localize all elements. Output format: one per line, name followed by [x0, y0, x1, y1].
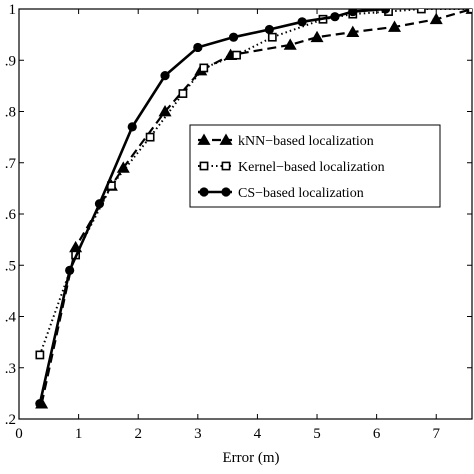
- axes: [18, 8, 473, 420]
- legend-marker: [199, 161, 209, 171]
- series-layer: [35, 9, 472, 409]
- legend: kNN−based localization Kernel−based local…: [189, 124, 441, 208]
- x-tick-label: 7: [432, 426, 440, 442]
- data-point: [145, 132, 155, 142]
- data-point: [158, 105, 172, 117]
- legend-label: Kernel−based localization: [238, 160, 385, 175]
- data-point: [127, 122, 137, 132]
- data-point: [35, 399, 45, 409]
- data-point: [346, 25, 360, 37]
- y-tick-label: 1: [9, 2, 17, 18]
- x-axis-label: Error (m): [222, 450, 279, 466]
- legend-marker: [197, 133, 211, 145]
- data-point: [178, 89, 188, 98]
- data-point: [380, 9, 391, 14]
- legend-marker: [199, 187, 209, 197]
- x-tick-label: 3: [194, 426, 202, 442]
- x-tick-label: 2: [134, 426, 142, 442]
- tick-labels: 0 1 2 3 4 5 6 7 .2 .3 .4 .5 .6 .7 .8 .9 1: [5, 2, 441, 442]
- legend-marker: [221, 161, 231, 171]
- data-point: [467, 9, 472, 14]
- data-point: [297, 17, 307, 27]
- y-tick-label: .2: [5, 412, 16, 428]
- y-tick-label: .6: [5, 207, 17, 223]
- data-point: [193, 42, 203, 53]
- data-point: [35, 350, 45, 360]
- data-point: [416, 9, 426, 14]
- y-tick-label: .9: [5, 53, 16, 69]
- data-point: [267, 32, 277, 42]
- x-tick-label: 0: [15, 426, 23, 442]
- data-point: [310, 30, 324, 43]
- legend-label: CS−based localization: [238, 186, 364, 201]
- data-point: [283, 38, 297, 50]
- data-point: [160, 71, 170, 81]
- y-tick-label: .4: [5, 310, 17, 326]
- legend-box: [189, 124, 441, 208]
- series-circle: [35, 9, 391, 409]
- data-point: [199, 63, 209, 73]
- x-tick-label: 1: [75, 426, 83, 442]
- legend-marker: [219, 133, 233, 145]
- data-point: [264, 24, 274, 35]
- data-point: [429, 12, 443, 25]
- y-tick-label: .3: [5, 361, 16, 377]
- legend-label: kNN−based localization: [238, 134, 374, 149]
- legend-marker: [221, 187, 231, 197]
- data-point: [65, 265, 75, 275]
- x-tick-label: 4: [254, 426, 262, 442]
- y-tick-label: .7: [5, 156, 17, 172]
- data-point: [116, 161, 130, 173]
- x-tick-label: 6: [373, 426, 381, 442]
- data-point: [94, 199, 105, 209]
- data-point: [232, 50, 241, 60]
- data-point: [330, 12, 340, 22]
- y-tick-label: .5: [5, 258, 16, 274]
- y-tick-label: .8: [5, 105, 16, 121]
- plot-frame: [18, 8, 473, 420]
- x-tick-label: 5: [313, 426, 321, 442]
- data-point: [388, 20, 402, 32]
- data-point: [228, 32, 239, 42]
- data-point: [348, 9, 358, 17]
